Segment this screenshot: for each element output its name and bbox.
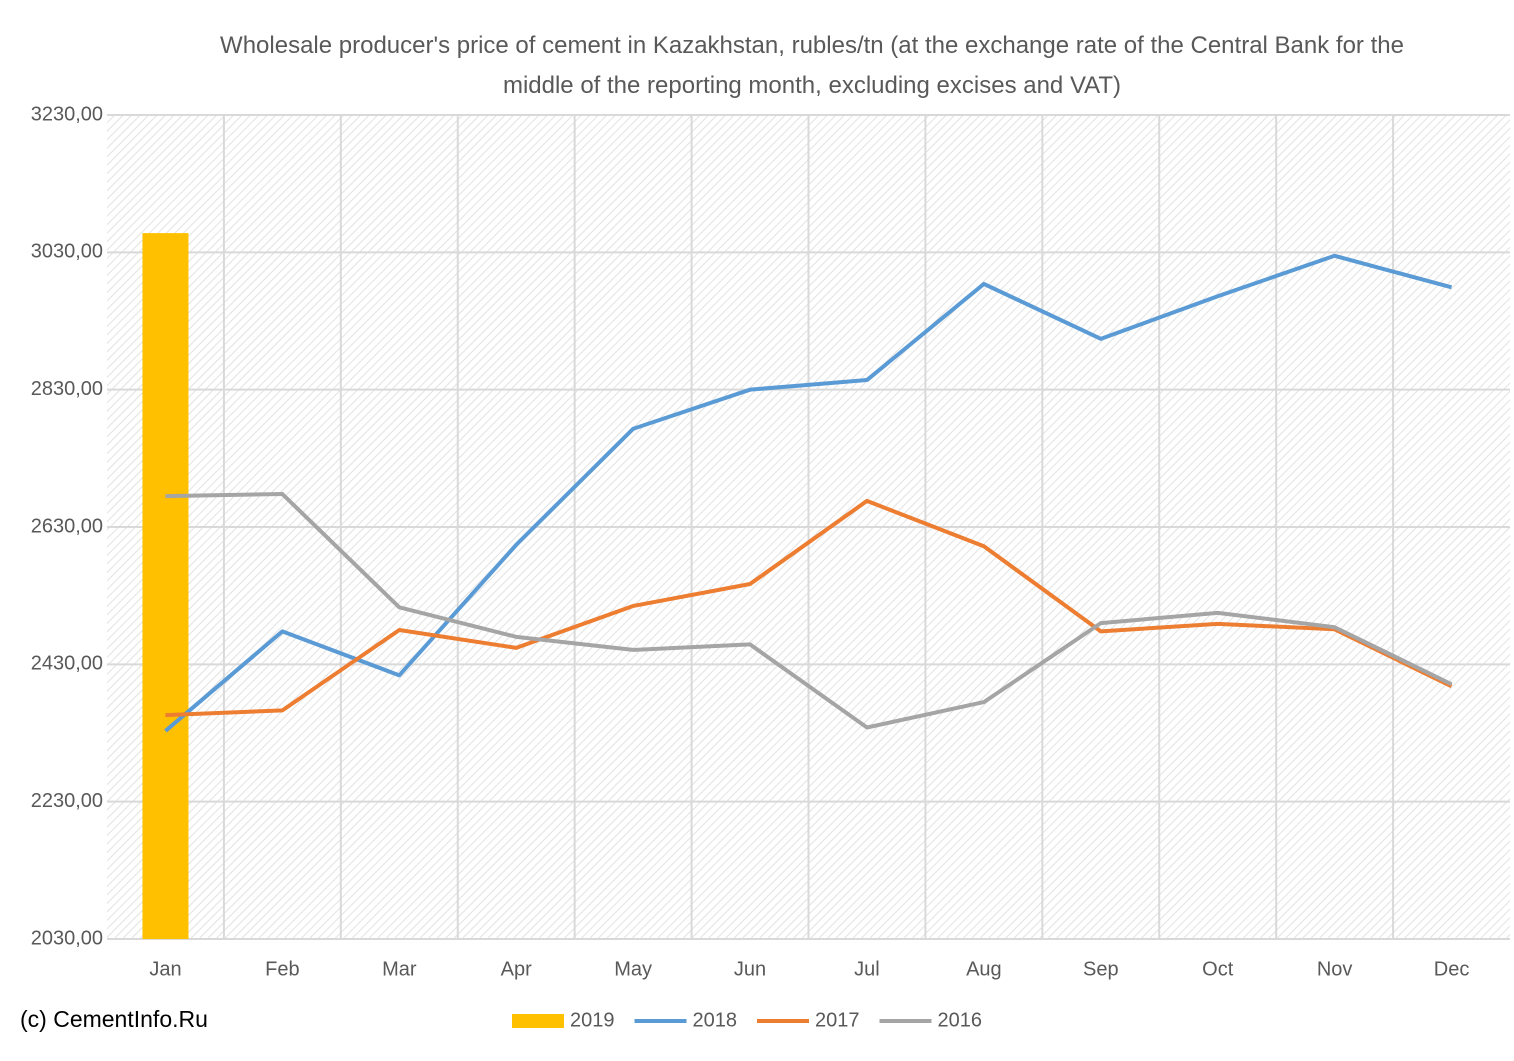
line	[165, 492, 1453, 730]
x-tick-label: Oct	[1202, 958, 1234, 980]
bar	[142, 233, 189, 939]
y-tick-label: 2830,00	[31, 378, 103, 400]
legend-swatch	[512, 1014, 564, 1028]
chart-title: Wholesale producer's price of cement in …	[220, 32, 1404, 99]
x-tick-label: Nov	[1317, 958, 1353, 980]
y-tick-label: 2430,00	[31, 653, 103, 675]
x-tick-label: Apr	[501, 958, 532, 980]
x-tick-label: Feb	[265, 958, 299, 980]
x-tick-label: Sep	[1083, 958, 1119, 980]
x-tick-label: Jul	[854, 958, 880, 980]
y-tick-label: 3030,00	[31, 241, 103, 263]
x-tick-label: Mar	[382, 958, 417, 980]
footer: (c) CementInfo.Ru	[20, 1006, 208, 1032]
y-tick-label: 3230,00	[31, 103, 103, 125]
legend-label: 2018	[693, 1009, 738, 1031]
y-tick-label: 2630,00	[31, 515, 103, 537]
y-tick-label: 2230,00	[31, 790, 103, 812]
y-tick-label: 2030,00	[31, 927, 103, 949]
x-tick-label: May	[614, 958, 652, 980]
line	[165, 498, 1453, 718]
legend-label: 2016	[938, 1009, 983, 1031]
legend-label: 2017	[815, 1009, 860, 1031]
x-tick-label: Aug	[966, 958, 1002, 980]
line	[164, 253, 1453, 733]
x-tick-label: Jan	[149, 958, 181, 980]
x-tick-label: Dec	[1434, 958, 1470, 980]
x-tick-label: Jun	[734, 958, 766, 980]
legend-label: 2019	[570, 1009, 615, 1031]
